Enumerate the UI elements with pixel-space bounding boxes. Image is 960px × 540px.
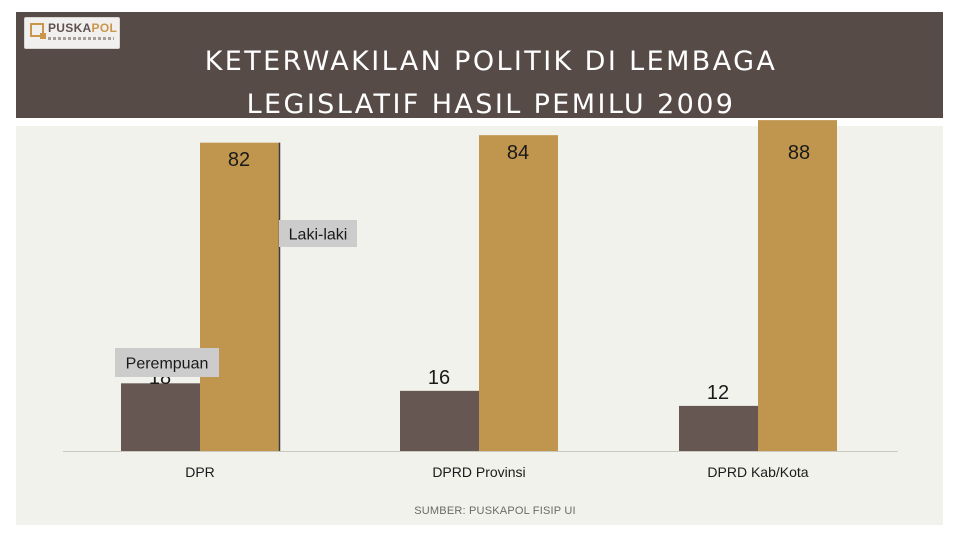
category-label-0: DPR xyxy=(185,464,215,480)
legend-perempuan-label: Perempuan xyxy=(126,356,209,373)
value-label-laki-laki-1: 84 xyxy=(507,142,529,164)
logo-text: PUSKAPOL xyxy=(48,21,118,35)
source-note: SUMBER: PUSKAPOL FISIP UI xyxy=(414,505,576,517)
value-label-laki-laki-0: 82 xyxy=(228,149,250,171)
category-label-2: DPRD Kab/Kota xyxy=(707,464,808,480)
bar-laki-laki-0 xyxy=(200,142,279,451)
value-label-perempuan-2: 12 xyxy=(707,382,729,404)
bar-laki-laki-2 xyxy=(758,120,837,452)
legend-laki-laki-label: Laki-laki xyxy=(289,227,348,244)
bar-perempuan-1 xyxy=(400,390,479,451)
page-title: KETERWAKILAN POLITIK DI LEMBAGA LEGISLAT… xyxy=(204,46,778,120)
value-label-laki-laki-2: 88 xyxy=(788,142,810,164)
puskapol-logo: PUSKAPOL xyxy=(24,17,120,49)
legend-perempuan-box xyxy=(115,348,219,377)
logo-mark-icon xyxy=(30,23,46,39)
logo-tagline-decoration xyxy=(48,37,114,40)
legend-laki-laki-box xyxy=(279,220,357,247)
category-label-1: DPRD Provinsi xyxy=(432,464,525,480)
bar-perempuan-2 xyxy=(679,405,758,451)
bar-perempuan-0 xyxy=(121,383,200,451)
header-banner: PUSKAPOL KETERWAKILAN POLITIK DI LEMBAGA… xyxy=(16,12,943,120)
bar-laki-laki-1 xyxy=(479,135,558,451)
value-label-perempuan-1: 16 xyxy=(428,367,450,389)
